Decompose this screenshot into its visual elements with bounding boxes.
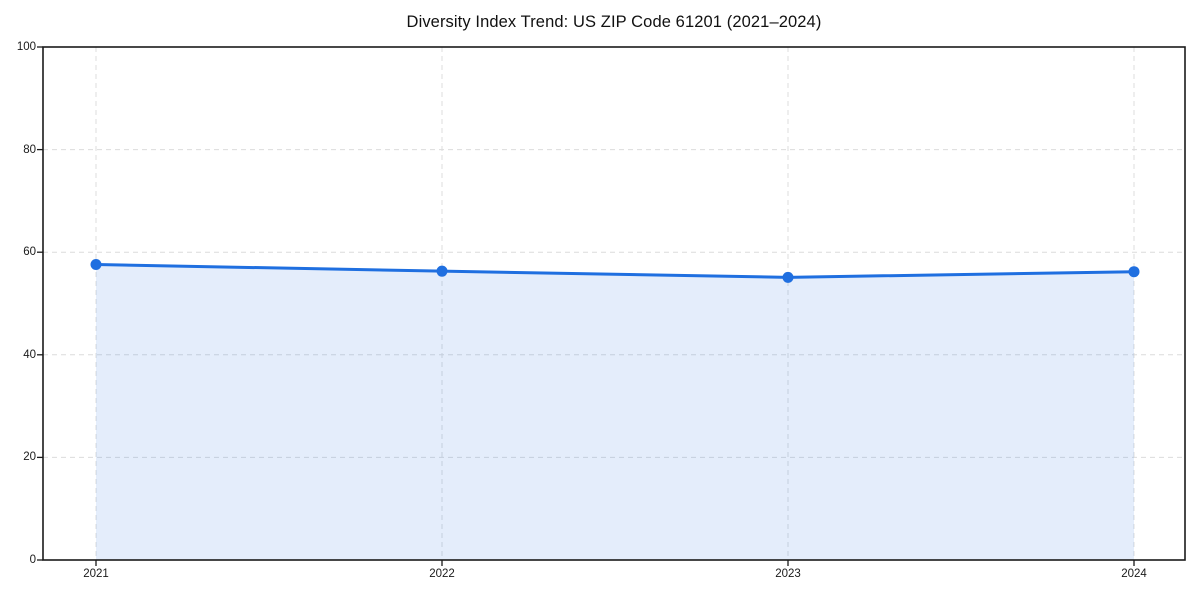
y-tick-label: 40 (23, 348, 36, 361)
plot-spines (42, 46, 1186, 561)
data-point-2021 (90, 259, 102, 271)
data-point-2022 (436, 265, 448, 277)
trend-line (94, 263, 1136, 279)
chart-title: Diversity Index Trend: US ZIP Code 61201… (406, 13, 822, 31)
y-tick-label: 100 (16, 41, 36, 53)
y-tick-label: 20 (23, 451, 36, 464)
data-point-2023 (782, 271, 794, 283)
x-tick-label: 2024 (1121, 568, 1147, 580)
y-tick-label: 80 (23, 143, 36, 156)
x-tick-label: 2021 (83, 568, 109, 580)
y-tick-label: 0 (29, 554, 36, 566)
x-tick-label: 2022 (429, 568, 455, 580)
data-point-2024 (1128, 266, 1140, 278)
y-tick-label: 60 (23, 246, 36, 259)
x-tick-label: 2023 (775, 568, 801, 580)
area-fill (96, 264, 1134, 560)
